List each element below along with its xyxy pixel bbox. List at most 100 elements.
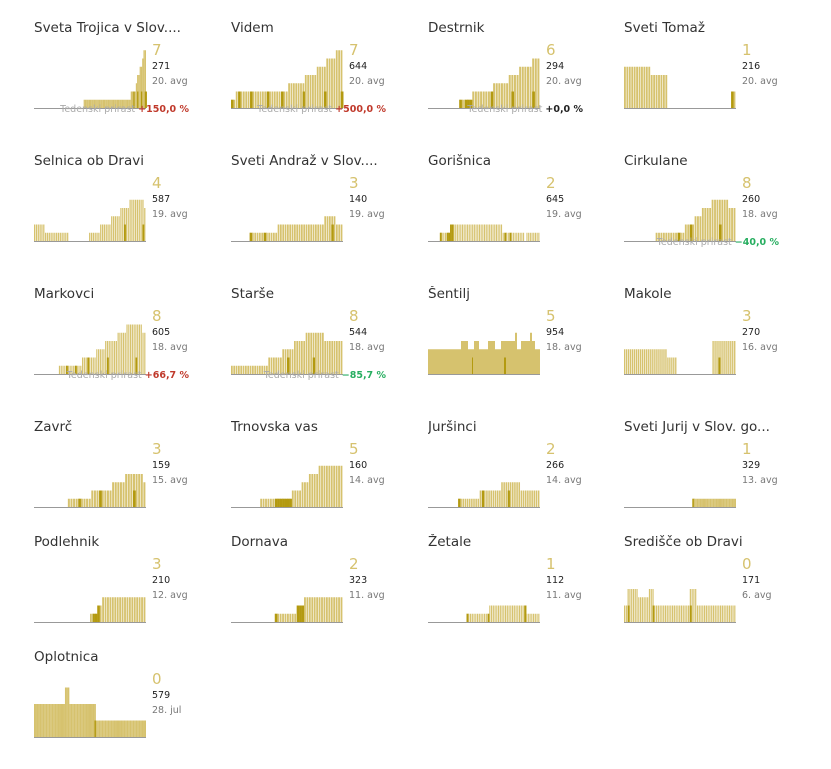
data-bar	[316, 474, 319, 507]
data-bar	[532, 341, 533, 374]
data-bar	[143, 720, 145, 737]
data-bar	[435, 349, 436, 374]
data-bar	[134, 199, 137, 241]
data-bar	[106, 490, 109, 507]
data-bar	[115, 341, 117, 374]
data-bar	[701, 208, 704, 241]
data-bar	[492, 605, 494, 622]
data-bar	[485, 613, 487, 622]
data-bar	[465, 224, 467, 241]
total-value: 159	[152, 460, 171, 471]
highlight-bar	[458, 498, 461, 507]
data-bar	[667, 357, 669, 374]
data-bar	[259, 91, 262, 108]
data-bar	[138, 324, 141, 374]
highlight-bar	[507, 490, 511, 507]
data-bar	[488, 341, 489, 374]
data-bar	[41, 704, 43, 737]
data-bar	[91, 704, 93, 737]
date-label: 20. avg	[349, 76, 385, 87]
data-bar	[521, 66, 524, 108]
municipality-name: Zavrč	[34, 419, 73, 435]
data-bar	[470, 349, 471, 374]
growth-label: Tedenski prirast	[60, 104, 136, 115]
data-bar	[489, 605, 491, 622]
data-bar	[494, 341, 495, 374]
data-bar	[505, 605, 507, 622]
data-bar	[313, 597, 316, 622]
data-bar	[633, 349, 636, 374]
highlight-bar	[692, 498, 695, 507]
data-bar	[271, 91, 274, 108]
date-label: 19. avg	[349, 209, 385, 220]
bar-plot	[428, 605, 540, 623]
current-value: 2	[546, 440, 556, 458]
data-bar	[101, 224, 104, 241]
data-bar	[693, 589, 695, 622]
data-bar	[64, 365, 66, 374]
data-bar	[477, 613, 479, 622]
bar-plot	[34, 50, 147, 109]
data-bar	[673, 357, 675, 374]
data-bar	[665, 349, 667, 374]
data-bar	[730, 605, 732, 622]
data-bar	[61, 232, 63, 241]
data-bar	[254, 232, 257, 241]
data-bar	[107, 720, 110, 737]
highlight-bar	[481, 490, 485, 507]
municipality-chart: Podlehnik 3 210 12. avg	[34, 534, 229, 654]
data-bar	[430, 349, 431, 374]
data-bar	[727, 498, 729, 507]
data-bar	[680, 605, 683, 622]
data-bar	[437, 349, 438, 374]
data-bar	[137, 720, 139, 737]
data-bar	[294, 613, 297, 622]
data-bar	[709, 208, 712, 241]
data-bar	[691, 589, 693, 622]
data-bar	[510, 605, 512, 622]
highlight-bar	[66, 365, 69, 374]
growth-value: +500,0 %	[335, 104, 386, 115]
current-value: 7	[349, 41, 359, 59]
data-bar	[711, 605, 713, 622]
data-bar	[139, 66, 141, 108]
data-bar	[687, 224, 690, 241]
data-bar	[119, 99, 121, 108]
data-bar	[233, 365, 236, 374]
data-bar	[80, 365, 82, 374]
data-bar	[294, 490, 297, 507]
data-bar	[318, 465, 321, 507]
data-bar	[675, 605, 677, 622]
highlight-bar	[296, 605, 300, 622]
data-bar	[470, 224, 472, 241]
data-bar	[107, 224, 109, 241]
growth-label: Tedenski prirast	[467, 104, 543, 115]
data-bar	[117, 482, 120, 507]
data-bar	[96, 490, 99, 507]
data-bar	[516, 75, 519, 108]
data-bar	[333, 341, 336, 374]
data-bar	[338, 224, 341, 241]
data-bar	[267, 498, 270, 507]
data-bar	[275, 232, 278, 241]
data-bar	[643, 66, 646, 108]
data-bar	[115, 720, 117, 737]
data-bar	[98, 232, 100, 241]
data-bar	[269, 498, 272, 507]
total-value: 954	[546, 327, 565, 338]
data-bar	[96, 349, 98, 374]
municipality-chart: Dornava 2 323 11. avg	[231, 534, 426, 654]
data-bar	[643, 349, 646, 374]
municipality-name: Sveti Andraž v Slov....	[231, 153, 378, 169]
data-bar	[477, 341, 478, 374]
data-bar	[669, 357, 671, 374]
data-bar	[56, 232, 58, 241]
data-bar	[476, 341, 477, 374]
municipality-chart: Sveti Jurij v Slov. go... 1 329 13. avg	[624, 419, 819, 539]
data-bar	[692, 224, 694, 241]
data-bar	[495, 349, 496, 374]
data-bar	[485, 224, 487, 241]
data-bar	[141, 720, 144, 737]
total-value: 323	[349, 575, 368, 586]
data-bar	[96, 232, 98, 241]
